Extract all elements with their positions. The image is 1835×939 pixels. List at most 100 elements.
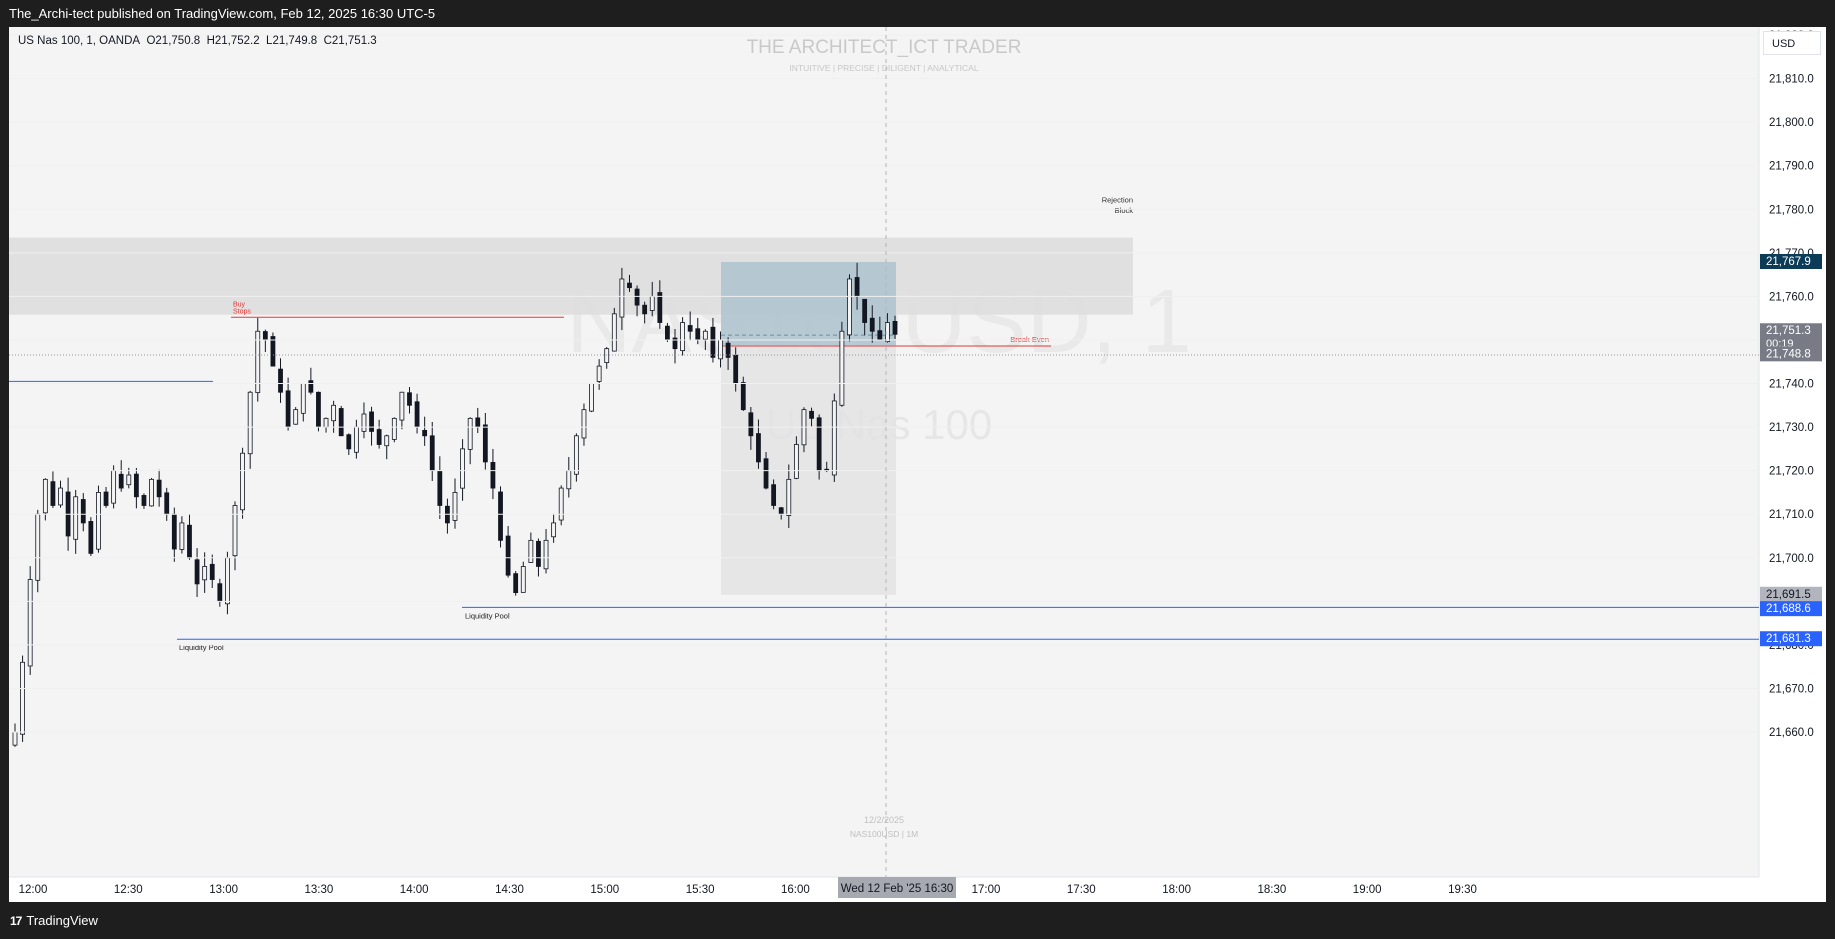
candle-body xyxy=(133,473,139,498)
x-tick-label: 12:30 xyxy=(114,884,143,896)
candle xyxy=(35,509,41,593)
candle xyxy=(573,433,579,482)
y-tick-label: 21,730.0 xyxy=(1769,422,1814,434)
candle-body xyxy=(611,313,617,352)
candle-body xyxy=(809,410,814,419)
candle xyxy=(255,317,261,402)
chart-frame[interactable]: THE ARCHITECT_ICT TRADER INTUITIVE | PRE… xyxy=(9,27,1826,902)
candle xyxy=(520,561,526,593)
candle-body xyxy=(407,392,412,406)
footer-bar: 17 TradingView xyxy=(0,902,1835,939)
candle xyxy=(634,285,640,317)
candle-body xyxy=(854,277,860,297)
tradingview-logo[interactable]: 17 TradingView xyxy=(10,913,98,928)
x-tick-label: 17:00 xyxy=(972,884,1001,896)
price-tag xyxy=(1760,601,1822,617)
candle xyxy=(308,367,314,395)
watermark-tagline: INTUITIVE | PRECISE | DILIGENT | ANALYTI… xyxy=(789,63,978,73)
candle xyxy=(672,329,678,364)
candle-body xyxy=(505,535,511,576)
candle-body xyxy=(255,330,261,394)
legend-open: O21,750.8 xyxy=(146,35,201,47)
candle-body xyxy=(528,539,534,563)
candle xyxy=(558,485,564,526)
candle xyxy=(467,417,473,465)
candle xyxy=(604,347,610,369)
position-target-box xyxy=(721,261,896,346)
candle xyxy=(20,655,25,742)
candle xyxy=(748,407,754,450)
candle-body xyxy=(414,401,420,428)
candle-body xyxy=(482,424,488,463)
candle xyxy=(126,467,132,489)
candle xyxy=(247,390,253,469)
candle xyxy=(657,280,663,329)
x-tick-label: 17:30 xyxy=(1067,884,1096,896)
candle-body xyxy=(740,382,746,411)
candle-body xyxy=(12,731,18,746)
candle-body xyxy=(164,492,170,515)
watermark-brand: THE ARCHITECT_ICT TRADER xyxy=(747,37,1022,58)
candle-body xyxy=(642,304,648,315)
candle xyxy=(232,501,238,571)
rejection-block-label: Rejection xyxy=(1102,196,1133,205)
y-tick-label: 21,660.0 xyxy=(1769,727,1814,739)
y-tick-label: 21,720.0 xyxy=(1769,466,1814,478)
candle xyxy=(179,516,185,554)
candle-body xyxy=(847,278,852,336)
candle xyxy=(27,566,33,675)
candle-body xyxy=(467,417,473,450)
candle-body xyxy=(35,513,41,581)
candle xyxy=(847,274,852,342)
candle-body xyxy=(384,435,390,447)
price-tag xyxy=(1760,631,1822,647)
x-tick-label: 18:00 xyxy=(1162,884,1191,896)
candle-body xyxy=(680,322,685,352)
candle-body xyxy=(771,484,777,506)
price-tag-value: 21,681.3 xyxy=(1766,633,1811,645)
candle-body xyxy=(156,479,162,498)
publish-bar: The_Archi-tect published on TradingView.… xyxy=(0,0,1835,27)
tradingview-logo-icon: 17 xyxy=(10,913,22,928)
candle-body xyxy=(50,481,56,506)
candle-body xyxy=(338,408,344,437)
candle-body xyxy=(718,339,723,360)
candle-body xyxy=(399,391,405,421)
candle-body xyxy=(573,435,579,475)
x-tick-label: 15:00 xyxy=(590,884,619,896)
candle-body xyxy=(103,491,109,506)
candle-body xyxy=(566,470,572,490)
candle xyxy=(338,405,344,437)
candle xyxy=(581,403,587,446)
price-scale[interactable] xyxy=(1759,27,1826,877)
legend-symbol: US Nas 100, 1, OANDA xyxy=(18,35,141,47)
candle-body xyxy=(520,566,526,593)
candle-body xyxy=(490,462,496,489)
watermark-date: 12/2/2025 xyxy=(864,815,904,825)
candle xyxy=(133,467,139,509)
candle xyxy=(80,493,86,532)
x-tick-label: 16:00 xyxy=(781,884,810,896)
y-tick-label: 21,740.0 xyxy=(1769,379,1814,391)
price-tag-value: 21,751.3 xyxy=(1766,325,1811,337)
candle-body xyxy=(217,583,223,602)
candle xyxy=(793,436,799,480)
candle xyxy=(50,471,56,508)
candle-body xyxy=(42,478,48,514)
y-tick-label: 21,710.0 xyxy=(1769,509,1814,521)
candle-body xyxy=(171,513,177,550)
x-tick-label: 19:30 xyxy=(1448,884,1477,896)
candle xyxy=(96,485,101,553)
candle xyxy=(391,417,397,443)
candle-body xyxy=(634,288,640,306)
price-tag-value: 21,688.6 xyxy=(1766,603,1811,615)
chart-svg[interactable]: THE ARCHITECT_ICT TRADER INTUITIVE | PRE… xyxy=(9,27,1826,902)
candle-body xyxy=(460,448,465,489)
candle-body xyxy=(126,474,132,486)
candle xyxy=(589,383,594,413)
x-tick-label: 14:30 xyxy=(495,884,524,896)
candle-body xyxy=(558,487,564,521)
currency-button[interactable]: USD xyxy=(1763,31,1821,55)
candle xyxy=(384,434,390,460)
candle-body xyxy=(793,444,799,479)
